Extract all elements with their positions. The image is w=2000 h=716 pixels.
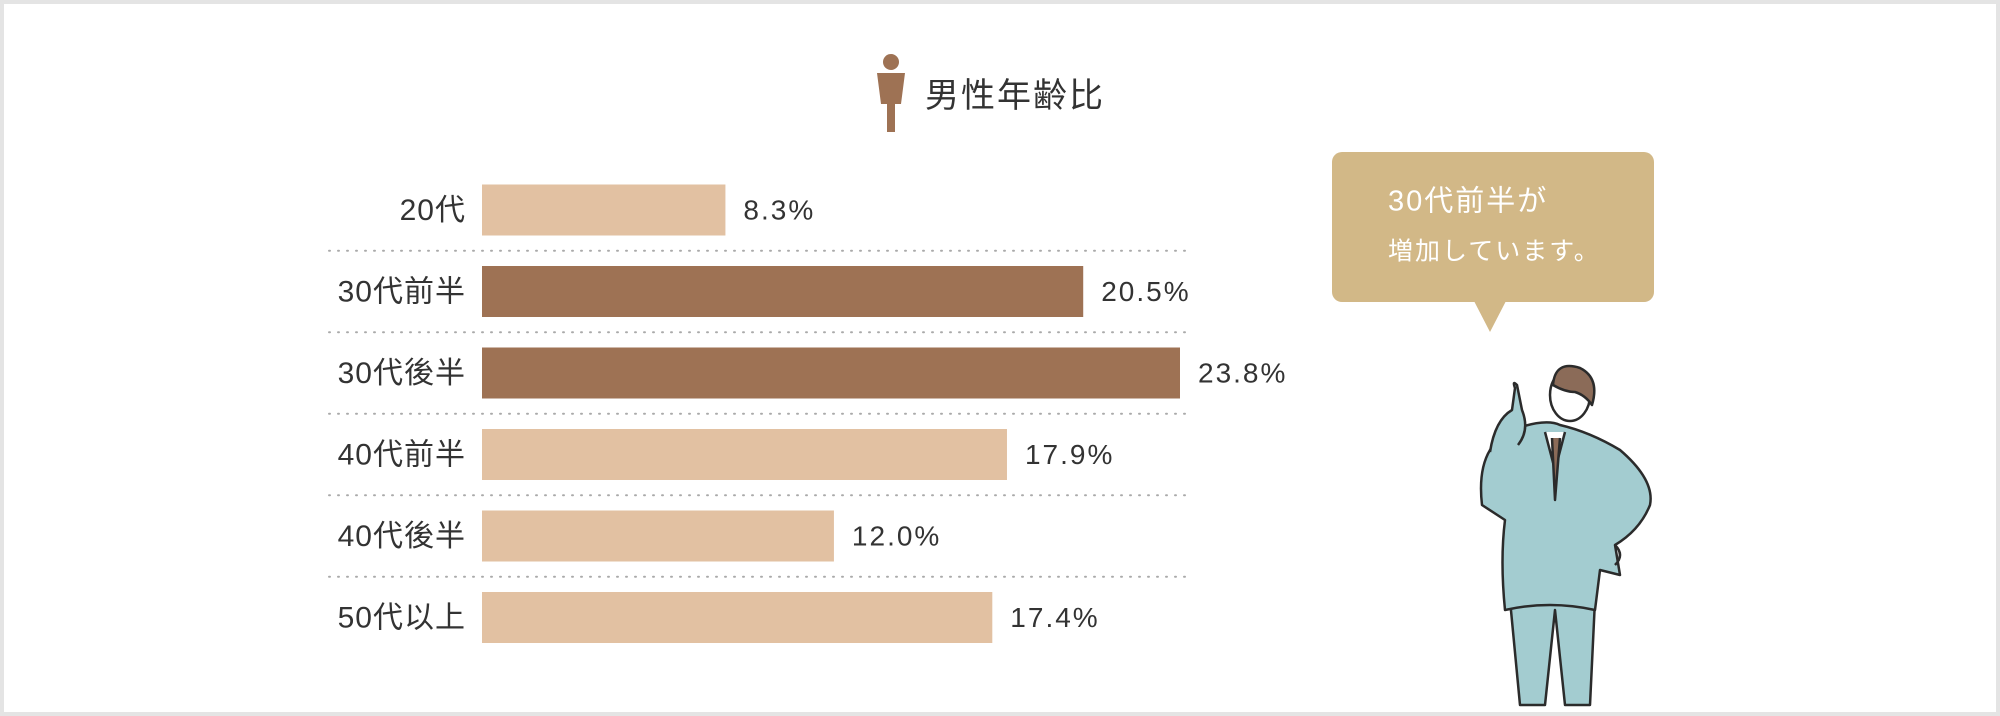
category-label: 30代後半	[338, 357, 466, 390]
value-label: 20.5%	[1101, 276, 1190, 307]
bar	[482, 592, 993, 643]
bar	[482, 266, 1084, 317]
category-label: 40代後半	[338, 520, 466, 553]
bar	[482, 510, 834, 562]
value-label: 12.0%	[852, 520, 941, 551]
bar	[482, 347, 1180, 399]
callout	[1332, 152, 1654, 332]
bar	[482, 184, 726, 236]
man-illustration	[1479, 364, 1652, 707]
value-label: 17.4%	[1010, 602, 1099, 633]
category-label: 20代	[400, 194, 466, 227]
bar	[482, 429, 1007, 480]
annotation: 増加しています。	[1388, 238, 1601, 266]
annotation: 30代前半が	[1388, 185, 1548, 218]
category-label: 50代以上	[338, 601, 466, 634]
chart-title: 男性年齢比	[925, 77, 1105, 115]
category-label: 40代前半	[338, 438, 466, 471]
category-label: 30代前半	[338, 275, 466, 308]
value-label: 23.8%	[1198, 357, 1287, 388]
person-icon	[877, 54, 905, 132]
value-label: 17.9%	[1025, 439, 1114, 470]
value-label: 8.3%	[743, 194, 815, 225]
